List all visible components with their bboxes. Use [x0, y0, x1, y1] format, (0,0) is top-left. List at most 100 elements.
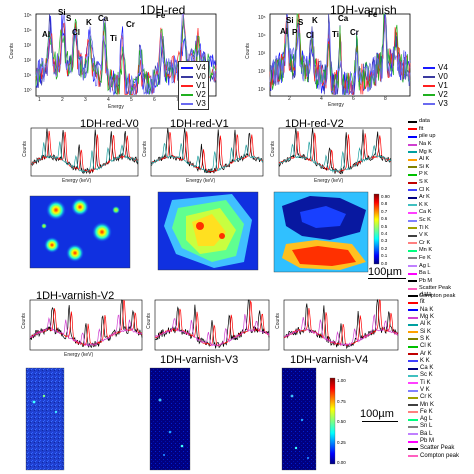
legend-swatch — [423, 93, 435, 96]
side-legend-entry: Sc K — [408, 217, 455, 225]
side-legend-entry: fit — [408, 299, 459, 306]
side-legend-label: Pb M — [419, 277, 433, 284]
mid-colorbar-tick: 0.1 — [381, 253, 388, 259]
side-legend-label: Na K — [420, 306, 434, 313]
top-right-element-label: Si — [286, 16, 294, 25]
top-right-element-label: P — [292, 28, 298, 37]
side-legend-swatch — [408, 323, 418, 326]
legend-swatch — [181, 75, 193, 78]
bot-colorbar-tick: 1.00 — [337, 378, 346, 383]
top-right-element-label: S — [298, 18, 304, 27]
side-legend-entry: Mg K — [408, 148, 455, 156]
top-left-xlabel: Energy — [108, 104, 124, 110]
side-legend-swatch — [408, 425, 418, 428]
legend-label: V4 — [438, 63, 448, 72]
side-legend-label: Fe K — [420, 408, 433, 415]
side-legend-entry: pile up — [408, 133, 455, 141]
side-legend-entry: P K — [408, 171, 455, 179]
legend-entry: V4 — [181, 63, 206, 72]
top-right-title: 1DH-varnish — [330, 3, 397, 17]
side-legend-entry: Fe K — [408, 409, 459, 416]
side-legend-label: fit — [419, 125, 424, 132]
side-legend-label: Fe K — [419, 254, 431, 261]
side-legend-swatch — [408, 120, 417, 123]
side-legend-swatch — [408, 360, 418, 363]
top-left-ytick: 10² — [24, 58, 32, 64]
side-legend-label: V K — [420, 387, 430, 393]
side-legend-label: data — [419, 118, 430, 125]
side-legend-entry: Ba L — [408, 431, 459, 438]
bot-colorbar-tick: 0.00 — [337, 460, 346, 465]
side-legend-entry: V K — [408, 232, 455, 240]
mid-colorbar-tick: 0.7 — [381, 208, 388, 214]
mid-panel-title: 1DH-red-V2 — [285, 118, 344, 130]
side-legend-swatch — [408, 382, 418, 385]
top-left-xtick: 2 — [61, 97, 64, 103]
side-legend-entry: Fe K — [408, 255, 455, 263]
side-legend-entry: data — [408, 292, 459, 299]
side-legend-entry: Si K — [408, 164, 455, 172]
side-legend-entry: K K — [408, 202, 455, 210]
top-left-xtick: 3 — [84, 97, 87, 103]
top-left-element-label: Al — [42, 30, 50, 39]
bot-comp-2 — [283, 313, 399, 347]
side-legend-label: Sc K — [420, 372, 433, 379]
top-left-element-label: Cl — [72, 28, 80, 37]
side-legend-label: Mg K — [420, 314, 435, 321]
side-legend-entry: Ti K — [408, 380, 459, 387]
side-legend-label: Al K — [420, 321, 432, 328]
side-legend-label: Ag L — [420, 416, 433, 423]
side-legend-entry: Na K — [408, 141, 455, 149]
bot-fit-2 — [283, 299, 399, 347]
side-legend-entry: V K — [408, 387, 459, 394]
legend-label: V0 — [196, 72, 206, 81]
bot-colorbar-tick: 0.50 — [337, 419, 346, 424]
top-right-element-label: Fe — [368, 10, 378, 19]
side-legend-swatch — [408, 189, 417, 192]
side-legend-label: Compton peak — [420, 452, 460, 459]
side-legend-label: Ba L — [420, 430, 433, 437]
mid-colorbar-tick: 0.8 — [381, 201, 388, 207]
top-right-element-label: Al — [280, 27, 288, 36]
mid-colorbar-tick: 0.0 — [381, 260, 388, 266]
legend-entry: V0 — [181, 72, 206, 81]
side-legend-swatch — [408, 173, 417, 176]
bot-panel-xlabel: Energy (keV) — [64, 352, 94, 358]
mid-fit-0 — [30, 130, 139, 173]
legend-label: V1 — [196, 81, 206, 90]
side-legend-label: Cl K — [420, 343, 432, 350]
side-legend-swatch — [408, 294, 418, 297]
side-legend-label: Ar K — [420, 350, 432, 357]
side-legend-swatch — [408, 196, 417, 199]
side-legend-entry: Al K — [408, 321, 459, 328]
top-left-element-label: S — [66, 14, 72, 23]
side-legend-label: Sn L — [420, 423, 433, 430]
bot-panel-title: 1DH-varnish-V4 — [290, 354, 369, 366]
side-legend-entry: Compton peak — [408, 453, 459, 460]
top-left-ytick: 10¹ — [24, 73, 32, 79]
side-legend-label: pile up — [419, 133, 436, 140]
legend-entry: V2 — [423, 90, 448, 99]
side-legend-entry: Mn K — [408, 401, 459, 408]
side-legend-label: Na K — [419, 141, 432, 148]
mid-comp-1 — [150, 142, 264, 173]
side-legend-swatch — [408, 418, 418, 421]
scale-bar-bot: 100µm — [360, 408, 394, 420]
side-legend-entry: Ag L — [408, 262, 455, 270]
legend-label: V4 — [196, 63, 206, 72]
legend-entry: V1 — [181, 81, 206, 90]
top-right-ytick: 10⁵ — [258, 15, 266, 21]
top-right-ytick: 10¹ — [258, 87, 266, 93]
side-legend-label: P K — [419, 171, 428, 178]
top-right-xtick: 6 — [352, 96, 355, 102]
top-left-xtick: 6 — [153, 97, 156, 103]
side-legend-swatch — [408, 166, 417, 169]
side-legend-entry: data — [408, 118, 455, 126]
side-legend-label: Scatter Peak — [419, 285, 452, 292]
top-left-xtick: 1 — [38, 97, 41, 103]
side-legend-label: Si K — [420, 328, 432, 335]
bot-panel-title: 1DH-varnish-V3 — [160, 354, 239, 366]
mid-panel-xlabel: Energy (keV) — [62, 178, 92, 184]
side-legend-entry: Cl K — [408, 343, 459, 350]
